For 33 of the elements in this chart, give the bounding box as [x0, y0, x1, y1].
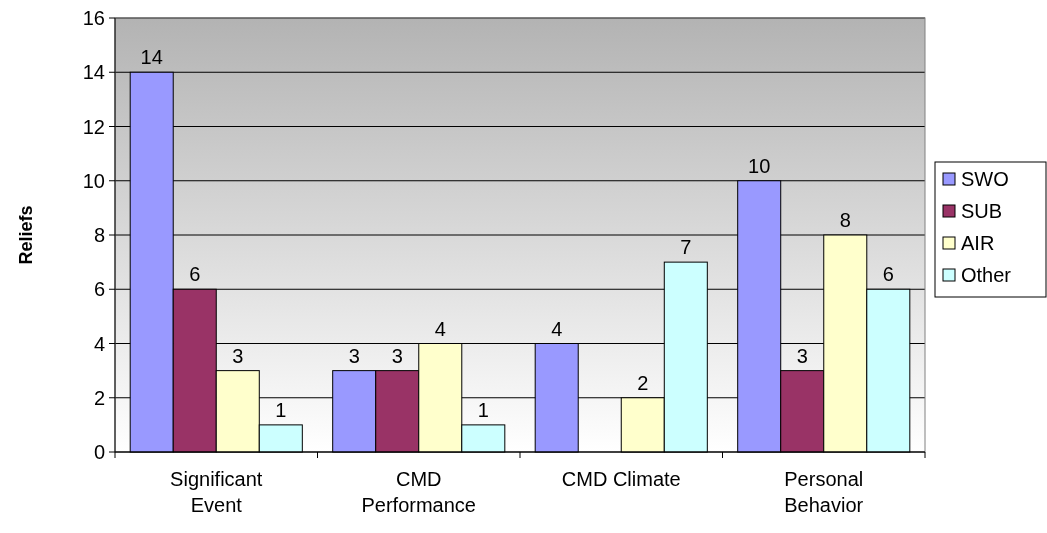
data-label: 3 — [391, 344, 403, 367]
data-label: 1 — [275, 398, 287, 421]
data-label: 3 — [796, 344, 808, 367]
data-label: 4 — [551, 317, 563, 340]
legend-label: Other — [961, 264, 1012, 286]
legend-label: SWO — [961, 168, 1009, 190]
legend-label: AIR — [961, 232, 995, 254]
data-label: 2 — [637, 371, 649, 394]
x-tick-label: Significant Event — [170, 468, 263, 516]
x-tick-label: Personal Behavior — [784, 468, 864, 516]
data-label: 6 — [882, 263, 894, 286]
data-label: 4 — [434, 317, 446, 340]
y-tick-label: 0 — [93, 441, 105, 463]
y-tick-label: 12 — [82, 115, 105, 138]
y-tick-label: 14 — [82, 61, 105, 84]
data-label: 8 — [839, 209, 851, 231]
y-tick-label: 2 — [93, 386, 105, 409]
data-label: 7 — [680, 236, 692, 259]
y-tick-label: 10 — [82, 169, 105, 192]
data-label: 1 — [477, 398, 489, 421]
x-tick-label: CMD Climate — [561, 468, 681, 490]
data-label: 3 — [348, 344, 360, 367]
y-tick-label: 6 — [93, 278, 105, 301]
data-label: 10 — [748, 154, 771, 177]
y-axis-title: Reliefs — [16, 205, 36, 265]
y-tick-label: 4 — [93, 332, 105, 355]
y-tick-label: 8 — [93, 224, 105, 246]
y-tick-label: 16 — [82, 7, 105, 29]
x-tick-label: CMD Performance — [361, 468, 476, 516]
data-label: 6 — [189, 263, 201, 286]
data-label: 3 — [232, 344, 244, 367]
legend-label: SUB — [961, 200, 1003, 222]
data-label: 14 — [140, 46, 163, 69]
